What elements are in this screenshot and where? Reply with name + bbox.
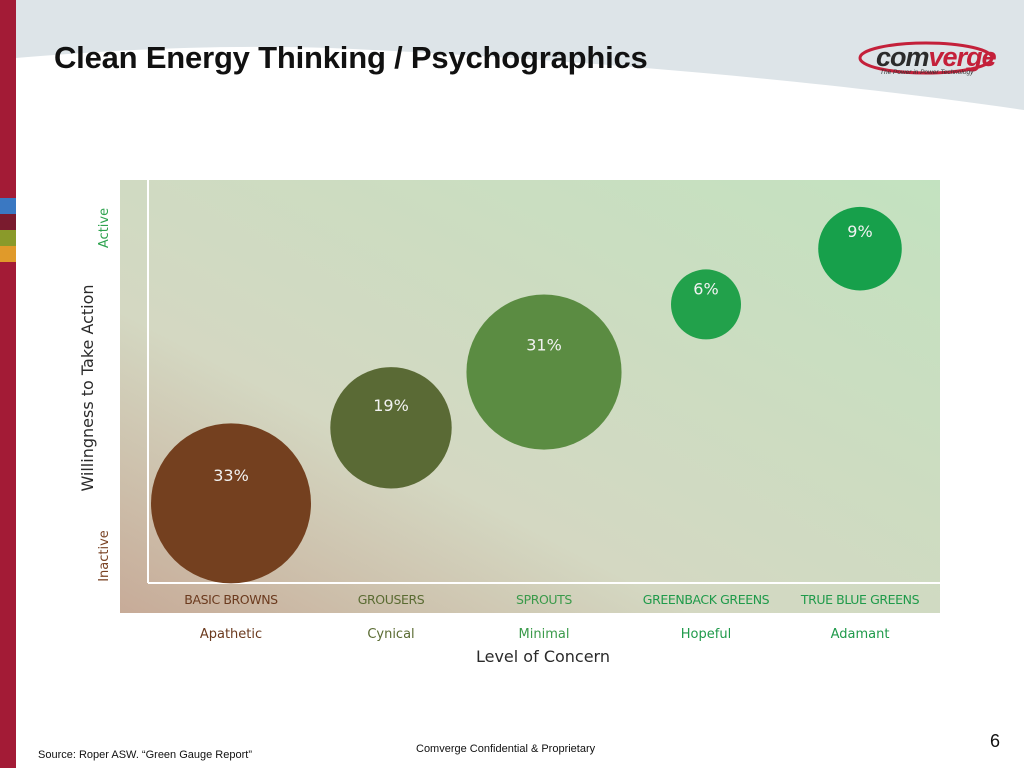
category-label: BASIC BROWNS (184, 592, 278, 607)
bubble-basic-browns (151, 423, 311, 584)
concern-sublabel: Adamant (831, 627, 890, 642)
concern-sublabel: Hopeful (681, 627, 731, 642)
category-label: SPROUTS (516, 592, 572, 607)
confidential-note: Comverge Confidential & Proprietary (416, 743, 596, 755)
bubble-greenback-greens (671, 269, 741, 340)
concern-sublabel: Minimal (519, 627, 570, 642)
left-accent-bar (0, 0, 16, 768)
bubble-sprouts (466, 294, 622, 450)
source-note: Source: Roper ASW. “Green Gauge Report” (38, 749, 252, 761)
y-axis-title: Willingness to Take Action (78, 284, 97, 491)
bubble-value-label: 6% (693, 280, 718, 299)
bubble-value-label: 9% (847, 222, 872, 241)
category-label: GROUSERS (358, 592, 425, 607)
bubble-grousers (330, 367, 452, 489)
category-label: GREENBACK GREENS (643, 592, 770, 607)
header-wave (16, 0, 1024, 110)
x-axis-title: Level of Concern (476, 647, 610, 666)
category-label: TRUE BLUE GREENS (800, 592, 920, 607)
bubble-value-label: 31% (526, 335, 562, 354)
bubble-value-label: 19% (373, 396, 409, 415)
swatch-olive (0, 230, 16, 246)
bubble-true-blue-greens (818, 206, 902, 291)
chart-background (120, 180, 940, 613)
y-axis-low-label: Inactive (97, 530, 112, 582)
swatch-blue (0, 198, 16, 214)
concern-sublabel: Apathetic (200, 627, 262, 642)
swatch-orange (0, 246, 16, 262)
bubble-value-label: 33% (213, 466, 249, 485)
comverge-logo: comverge The Power in Power Technology (858, 40, 998, 82)
page-title: Clean Energy Thinking / Psychographics (54, 40, 648, 75)
swatch-maroon (0, 214, 16, 230)
concern-sublabel: Cynical (367, 627, 414, 642)
page-number: 6 (990, 731, 1001, 751)
y-axis-high-label: Active (97, 208, 112, 248)
logo-tagline: The Power in Power Technology (880, 69, 974, 76)
